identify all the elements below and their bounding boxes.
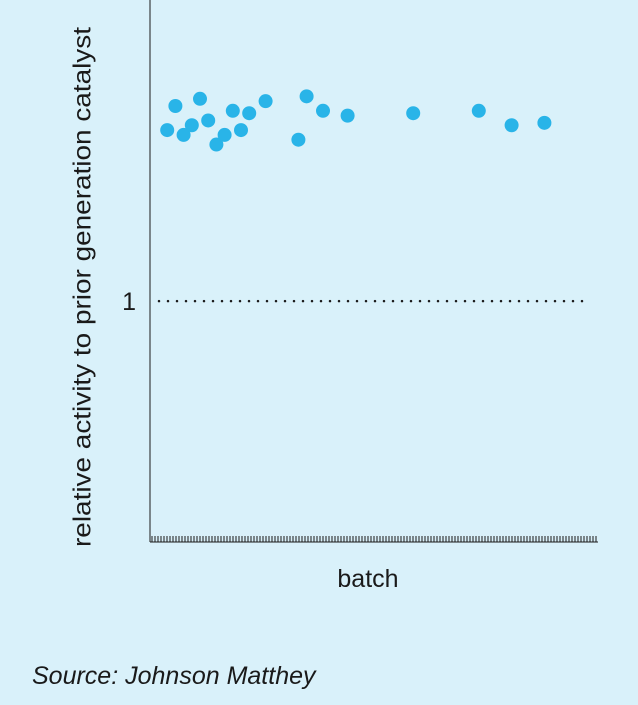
data-point: [291, 132, 306, 147]
data-point: [316, 103, 330, 118]
data-points: [160, 89, 552, 152]
data-point: [201, 113, 216, 128]
data-point: [299, 89, 314, 104]
data-point: [160, 123, 175, 138]
data-point: [234, 123, 248, 138]
data-point: [209, 137, 224, 152]
x-axis-label: batch: [337, 565, 398, 593]
data-point: [504, 118, 519, 133]
data-point: [406, 106, 421, 121]
data-point: [471, 103, 486, 118]
data-point: [193, 91, 207, 106]
data-point: [242, 106, 257, 121]
data-point: [537, 115, 552, 130]
reference-line-label: 1: [122, 288, 136, 316]
data-point: [184, 118, 199, 133]
data-point: [340, 108, 355, 123]
data-point: [217, 127, 232, 142]
data-point: [168, 98, 183, 113]
data-point: [176, 127, 191, 142]
data-point: [225, 103, 240, 118]
axes: [149, 0, 598, 543]
x-axis-ticks: [151, 536, 597, 542]
source-note: Source: Johnson Matthey: [32, 662, 316, 690]
data-point: [258, 94, 273, 109]
y-axis-label: relative activity to prior generation ca…: [69, 27, 97, 547]
